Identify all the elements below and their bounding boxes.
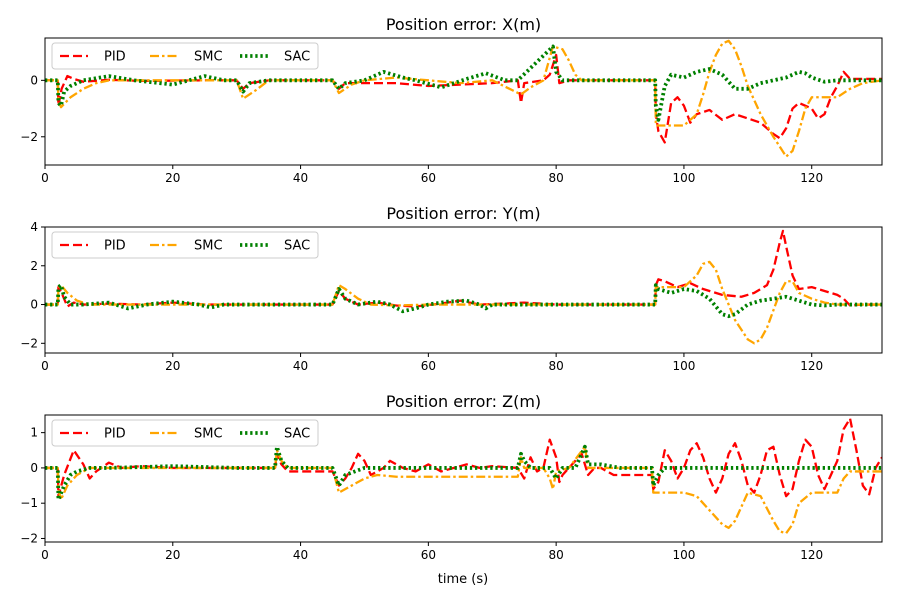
x-tick-label: 80	[549, 171, 564, 185]
y-tick-label: −2	[20, 336, 38, 350]
y-tick-label: 0	[30, 298, 38, 312]
x-tick-label: 120	[800, 359, 823, 373]
legend-box	[51, 231, 319, 259]
series-lines	[45, 229, 882, 345]
axes-frame	[44, 226, 883, 354]
y-tick-label: −2	[20, 130, 38, 144]
legend-label-pid: PID	[104, 239, 126, 254]
series-lines	[45, 417, 882, 535]
legend-label-sac: SAC	[284, 239, 310, 254]
subplot-3: Position error: Z(m) 0 20 40 60 80 100 120 −2 −1 0…	[20, 392, 883, 562]
series-line-sac	[45, 444, 882, 502]
series-line-smc	[45, 260, 882, 345]
legend-label-pid: PID	[104, 50, 126, 65]
legend-label-sac: SAC	[284, 50, 310, 65]
subplot-title: Position error: X(m)	[386, 15, 541, 34]
legend: PID SMC SAC	[51, 419, 319, 447]
x-tick-label: 20	[165, 171, 180, 185]
subplot-1: Position error: X(m) 0 20 40 60 80 100 120 −2 0 PI…	[20, 15, 883, 185]
x-tick-label: 40	[293, 548, 308, 562]
legend-label-smc: SMC	[194, 239, 223, 254]
subplot-2: Position error: Y(m)0 20 40 60 80 100 120−2024…	[20, 204, 883, 373]
y-tick-label: 1	[30, 426, 38, 440]
x-tick-label: 0	[41, 359, 49, 373]
legend-box	[51, 42, 319, 70]
x-tick-label: 40	[293, 171, 308, 185]
legend-label-pid: PID	[104, 427, 126, 442]
axes-frame	[44, 414, 883, 543]
x-tick-label: 0	[41, 171, 49, 185]
x-tick-label: 60	[421, 171, 436, 185]
series-line-sac	[45, 283, 882, 319]
y-tick-label: 0	[30, 461, 38, 475]
legend-label-smc: SMC	[194, 427, 223, 442]
subplot-title: Position error: Y(m)	[386, 204, 540, 223]
series-line-sac	[45, 44, 882, 122]
y-tick-label: −1	[20, 496, 38, 510]
x-tick-label: 120	[800, 548, 823, 562]
x-tick-label: 60	[421, 548, 436, 562]
legend-box	[51, 419, 319, 447]
legend: PID SMC SAC	[51, 42, 319, 70]
series-line-smc	[45, 445, 882, 535]
x-tick-label: 100	[672, 548, 695, 562]
x-tick-label: 100	[672, 171, 695, 185]
x-tick-label: 40	[293, 359, 308, 373]
x-tick-label: 120	[800, 171, 823, 185]
series-line-pid	[45, 417, 882, 498]
series-line-pid	[45, 229, 882, 308]
x-tick-label: 20	[165, 548, 180, 562]
x-tick-label: 20	[165, 359, 180, 373]
x-axis-label: time (s)	[438, 572, 488, 587]
y-tick-label: 0	[30, 73, 38, 87]
subplots: Position error: X(m)0 20 40 60 80 100 120−20PI…	[20, 15, 883, 562]
axes-frame	[44, 37, 883, 166]
x-tick-label: 100	[672, 359, 695, 373]
series-lines	[45, 39, 882, 158]
series-line-smc	[45, 39, 882, 158]
x-tick-label: 0	[41, 548, 49, 562]
legend-label-smc: SMC	[194, 50, 223, 65]
x-tick-label: 60	[421, 359, 436, 373]
legend-label-sac: SAC	[284, 427, 310, 442]
x-tick-label: 80	[549, 548, 564, 562]
legend: PID SMC SAC	[51, 231, 319, 259]
y-tick-label: −2	[20, 531, 38, 545]
y-tick-label: 2	[30, 259, 38, 273]
y-tick-label: 4	[30, 220, 38, 234]
x-tick-label: 80	[549, 359, 564, 373]
subplot-title: Position error: Z(m)	[386, 392, 541, 411]
